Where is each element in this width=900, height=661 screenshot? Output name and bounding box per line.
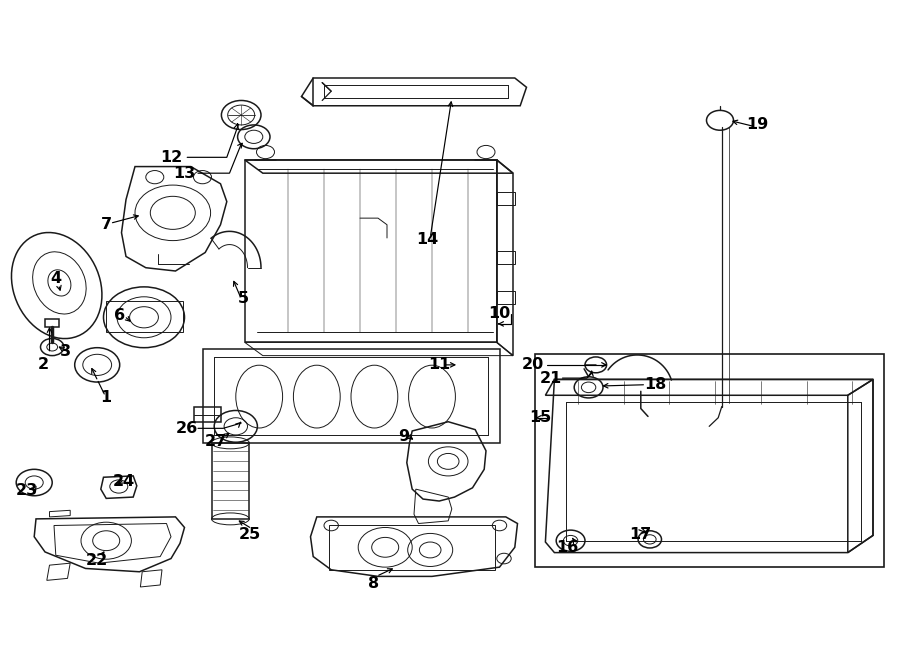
Text: 24: 24: [113, 474, 135, 488]
Text: 25: 25: [239, 527, 261, 541]
Text: 8: 8: [368, 576, 379, 590]
Text: 14: 14: [417, 232, 438, 247]
Bar: [497, 291, 515, 304]
Bar: [535, 354, 884, 567]
Bar: [497, 251, 515, 264]
Text: 9: 9: [398, 429, 409, 444]
Text: 23: 23: [16, 483, 38, 498]
Text: 5: 5: [238, 292, 248, 306]
Text: 22: 22: [86, 553, 108, 568]
Text: 7: 7: [101, 217, 112, 232]
Text: 15: 15: [529, 410, 551, 425]
Bar: [328, 525, 495, 570]
Text: 21: 21: [540, 371, 562, 385]
Bar: [194, 407, 220, 422]
Bar: [106, 301, 183, 332]
Bar: [45, 319, 59, 327]
Text: 2: 2: [38, 358, 49, 372]
Text: 20: 20: [522, 358, 544, 372]
Text: 3: 3: [60, 344, 71, 359]
Text: 11: 11: [428, 358, 450, 372]
Text: 4: 4: [50, 272, 61, 286]
Text: 18: 18: [644, 377, 666, 392]
Text: 1: 1: [101, 391, 112, 405]
Text: 17: 17: [630, 527, 652, 541]
Text: 12: 12: [160, 150, 182, 165]
Text: 27: 27: [205, 434, 227, 449]
Text: 19: 19: [747, 117, 769, 132]
Bar: [212, 443, 249, 519]
Text: 6: 6: [114, 309, 125, 323]
Text: 10: 10: [489, 307, 510, 321]
Text: 26: 26: [176, 421, 198, 436]
Bar: [497, 192, 515, 205]
Text: 13: 13: [174, 166, 195, 180]
Text: 16: 16: [556, 540, 578, 555]
